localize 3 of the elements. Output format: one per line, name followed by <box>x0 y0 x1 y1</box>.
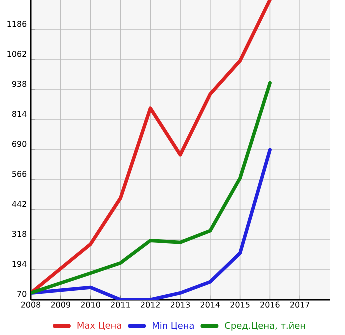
legend-label: Max Цена <box>78 322 122 330</box>
legend-label: Min Цена <box>153 322 194 330</box>
legend-label: Сред.Цена, т.йен <box>225 322 306 331</box>
